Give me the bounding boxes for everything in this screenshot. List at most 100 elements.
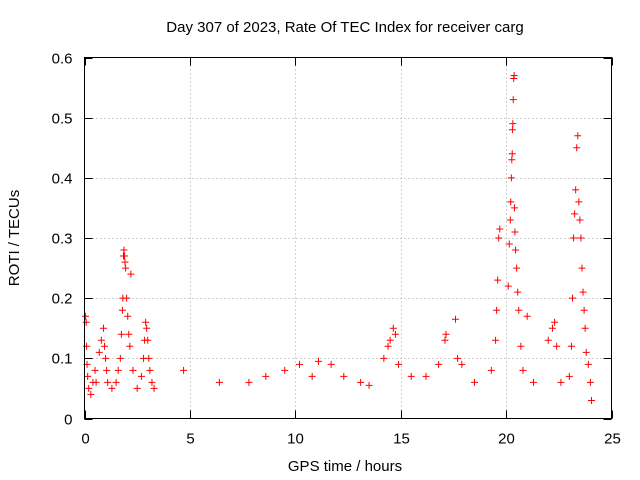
data-point-marker <box>470 378 478 386</box>
data-point-marker <box>441 336 449 344</box>
data-point-marker <box>95 348 103 356</box>
data-point-marker <box>386 336 394 344</box>
data-point-marker <box>148 378 156 386</box>
data-point-marker <box>442 330 450 338</box>
data-point-marker <box>108 384 116 392</box>
data-point-marker <box>582 348 590 356</box>
data-point-marker <box>454 354 462 362</box>
x-tick-label: 20 <box>498 431 515 448</box>
data-point-marker <box>574 132 582 140</box>
y-tick-label: 0 <box>64 412 72 429</box>
data-point-marker <box>137 372 145 380</box>
data-point-marker <box>124 312 132 320</box>
data-point-marker <box>495 234 503 242</box>
data-point-marker <box>569 294 577 302</box>
data-point-marker <box>508 150 516 158</box>
data-point-marker <box>567 342 575 350</box>
data-point-marker <box>580 306 588 314</box>
data-point-marker <box>103 366 111 374</box>
data-point-marker <box>494 276 502 284</box>
data-point-marker <box>551 318 559 326</box>
data-point-marker <box>452 315 460 323</box>
data-point-marker <box>511 228 519 236</box>
x-tick-labels: 0 5 10 15 20 25 <box>81 431 621 448</box>
data-point-marker <box>281 366 289 374</box>
data-point-marker <box>144 336 152 344</box>
data-point-marker <box>121 252 129 260</box>
data-point-marker <box>391 330 399 338</box>
data-point-marker <box>97 336 105 344</box>
data-point-marker <box>357 378 365 386</box>
data-points <box>82 72 595 404</box>
data-point-marker <box>506 216 514 224</box>
data-point-marker <box>122 264 130 272</box>
data-point-marker <box>492 336 500 344</box>
x-tick-label: 25 <box>604 431 621 448</box>
axis-ticks <box>84 57 613 420</box>
data-point-marker <box>91 366 99 374</box>
y-axis-label: ROTI / TECUs <box>6 190 23 286</box>
data-point-marker <box>509 96 517 104</box>
data-point-marker <box>125 330 133 338</box>
data-point-marker <box>380 354 388 362</box>
data-point-marker <box>572 186 580 194</box>
data-point-marker <box>565 372 573 380</box>
data-point-marker <box>407 372 415 380</box>
data-point-marker <box>579 288 587 296</box>
data-point-marker <box>422 372 430 380</box>
data-point-marker <box>215 378 223 386</box>
data-point-marker <box>92 378 100 386</box>
plot-frame <box>84 57 612 419</box>
y-tick-labels: 0 0.1 0.2 0.3 0.4 0.5 0.6 <box>52 51 73 429</box>
data-point-marker <box>99 324 107 332</box>
data-point-marker <box>505 240 513 248</box>
data-point-marker <box>150 384 158 392</box>
data-point-marker <box>578 264 586 272</box>
data-point-marker <box>510 72 518 80</box>
data-point-marker <box>123 294 131 302</box>
x-axis-label: GPS time / hours <box>288 458 402 475</box>
y-tick-label: 0.5 <box>52 111 73 128</box>
data-point-marker <box>112 378 120 386</box>
data-point-marker <box>180 366 188 374</box>
data-point-marker <box>530 378 538 386</box>
data-point-marker <box>586 378 594 386</box>
data-point-marker <box>508 126 516 134</box>
x-tick-label: 0 <box>81 431 89 448</box>
data-point-marker <box>573 144 581 152</box>
data-point-marker <box>511 204 519 212</box>
data-point-marker <box>508 156 516 164</box>
data-point-marker <box>584 360 592 368</box>
data-point-marker <box>384 342 392 350</box>
data-point-marker <box>127 270 135 278</box>
data-point-marker <box>519 366 527 374</box>
data-point-marker <box>143 324 151 332</box>
x-tick-label: 10 <box>287 431 304 448</box>
data-point-marker <box>121 258 129 266</box>
x-tick-label: 5 <box>186 431 194 448</box>
data-point-marker <box>365 381 373 389</box>
data-point-marker <box>308 372 316 380</box>
data-point-marker <box>507 198 515 206</box>
data-point-marker <box>517 342 525 350</box>
data-point-marker <box>435 360 443 368</box>
data-point-marker <box>504 282 512 290</box>
data-point-marker <box>327 360 335 368</box>
data-point-marker <box>487 366 495 374</box>
grid-lines <box>84 57 612 419</box>
data-point-marker <box>82 318 90 326</box>
chart-title: Day 307 of 2023, Rate Of TEC Index for r… <box>166 19 523 36</box>
y-tick-label: 0.1 <box>52 351 73 368</box>
y-tick-label: 0.3 <box>52 231 73 248</box>
data-point-marker <box>576 216 584 224</box>
data-point-marker <box>493 306 501 314</box>
data-point-marker <box>314 357 322 365</box>
data-point-marker <box>245 378 253 386</box>
data-point-marker <box>120 246 128 254</box>
data-point-marker <box>129 366 137 374</box>
data-point-marker <box>118 306 126 314</box>
data-point-marker <box>544 336 552 344</box>
data-point-marker <box>102 354 110 362</box>
x-tick-label: 15 <box>393 431 410 448</box>
